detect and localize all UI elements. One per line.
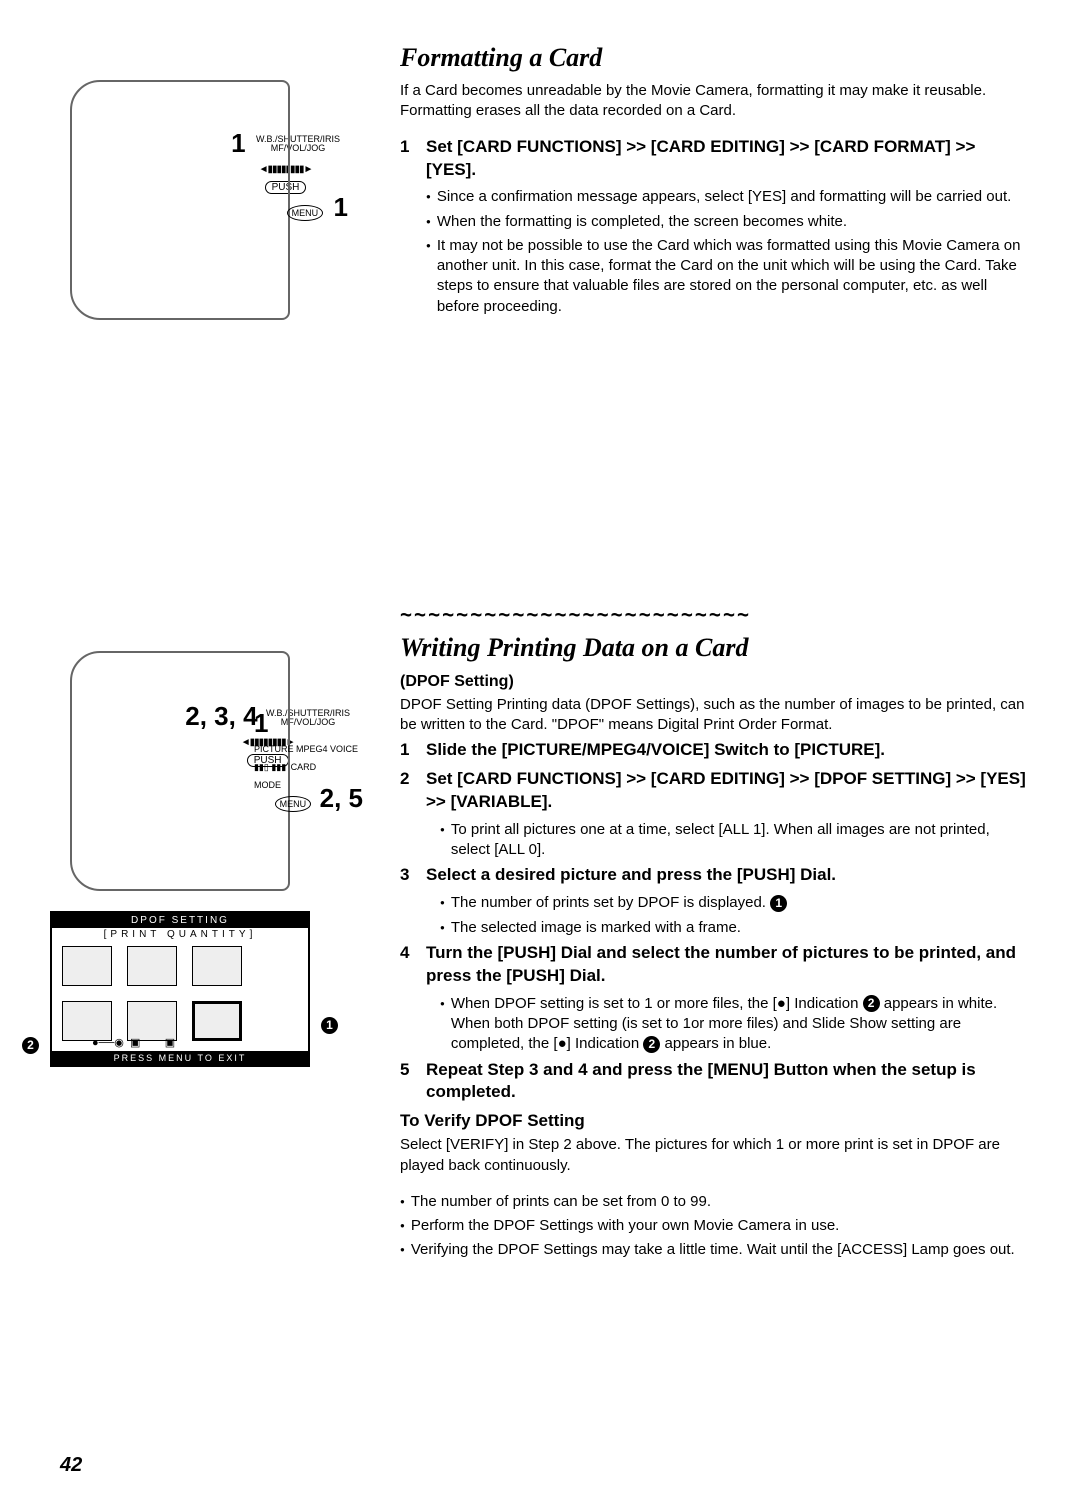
page-number: 42 (60, 1454, 82, 1477)
s2-step2-b1: To print all pictures one at a time, sel… (440, 820, 1030, 861)
switch-icon: ▮▮▯ ▮▮▮ (254, 762, 286, 772)
verify-text: Select [VERIFY] in Step 2 above. The pic… (400, 1135, 1030, 1176)
s2-step5-txt: Repeat Step 3 and 4 and press the [MENU]… (426, 1059, 1030, 1105)
verify-heading: To Verify DPOF Setting (400, 1110, 1030, 1133)
note-1: The number of prints can be set from 0 t… (400, 1192, 1030, 1212)
s2-step1-num: 1 (400, 739, 426, 762)
s2-step5-num: 5 (400, 1059, 426, 1105)
screen-header: DPOF SETTING (52, 913, 308, 928)
s2-step1-txt: Slide the [PICTURE/MPEG4/VOICE] Switch t… (426, 739, 885, 762)
switch-label: PICTURE MPEG4 VOICE (254, 744, 358, 754)
section1-title: Formatting a Card (400, 40, 1030, 75)
thumb-4 (62, 1001, 112, 1041)
section-dpof: 2, 3, 4 W.B./SHUTTER/IRIS MF/VOL/JOG ◄▮▮… (50, 601, 1030, 1265)
dpof-mark-icon: ●──◉ ▣ ▣ (92, 1036, 175, 1049)
wave-divider: ~~~~~~~~~~~~~~~~~~~~~~~~~ (400, 601, 1030, 628)
screen-mock: DPOF SETTING [PRINT QUANTITY] ●──◉ ▣ ▣ P… (50, 911, 310, 1067)
diagram1-dial-num: 1 (334, 192, 348, 222)
thumb-1 (62, 946, 112, 986)
s2-step3-txt: Select a desired picture and press the [… (426, 864, 836, 887)
menu-button-icon: MENU (287, 205, 324, 221)
s2-step4-num: 4 (400, 942, 426, 988)
s2-step3-num: 3 (400, 864, 426, 887)
diagram-1: 1 W.B./SHUTTER/IRIS MF/VOL/JOG ◄▮▮▮▮▮▮▮▮… (50, 40, 380, 321)
s2-step3-b2: The selected image is marked with a fram… (440, 918, 1030, 938)
thumb-6-selected (192, 1001, 242, 1041)
s2-step2-num: 2 (400, 768, 426, 814)
s2-step4-b1: When DPOF setting is set to 1 or more fi… (440, 994, 1030, 1055)
screen-footer: PRESS MENU TO EXIT (52, 1051, 308, 1065)
thumb-2 (127, 946, 177, 986)
thumb-3 (192, 946, 242, 986)
step1-num: 1 (400, 136, 426, 182)
note-2: Perform the DPOF Settings with your own … (400, 1216, 1030, 1236)
diagram-2: 2, 3, 4 W.B./SHUTTER/IRIS MF/VOL/JOG ◄▮▮… (50, 601, 380, 1265)
callout-1: 1 (321, 1017, 338, 1034)
menu-button-icon-2: MENU (275, 796, 312, 812)
s2-step2-txt: Set [CARD FUNCTIONS] >> [CARD EDITING] >… (426, 768, 1030, 814)
diagram2-menu-num: 2, 5 (320, 783, 363, 813)
s1-bullet3: It may not be possible to use the Card w… (426, 236, 1030, 317)
s2-step4-txt: Turn the [PUSH] Dial and select the numb… (426, 942, 1030, 988)
thumb-5 (127, 1001, 177, 1041)
dpof-subhead: (DPOF Setting) (400, 671, 1030, 693)
section2-title: Writing Printing Data on a Card (400, 630, 1030, 665)
callout-2: 2 (22, 1037, 39, 1054)
section-formatting: 1 W.B./SHUTTER/IRIS MF/VOL/JOG ◄▮▮▮▮▮▮▮▮… (50, 40, 1030, 321)
s2-step3-b1: The number of prints set by DPOF is disp… (440, 893, 1030, 913)
step1-text: Set [CARD FUNCTIONS] >> [CARD EDITING] >… (426, 136, 1030, 182)
s1-bullet2: When the formatting is completed, the sc… (426, 212, 1030, 232)
s1-bullet1: Since a confirmation message appears, se… (426, 187, 1030, 207)
diagram2-switch-num: 1 (254, 708, 268, 738)
section1-intro: If a Card becomes unreadable by the Movi… (400, 81, 1030, 122)
screen-sub: [PRINT QUANTITY] (52, 928, 308, 941)
note-3: Verifying the DPOF Settings may take a l… (400, 1240, 1030, 1260)
section2-intro: DPOF Setting Printing data (DPOF Setting… (400, 695, 1030, 736)
